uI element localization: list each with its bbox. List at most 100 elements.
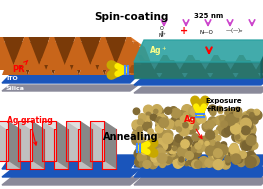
Circle shape (241, 114, 249, 122)
Circle shape (233, 149, 241, 157)
Polygon shape (79, 47, 104, 75)
Circle shape (236, 156, 243, 163)
Circle shape (241, 126, 250, 135)
Circle shape (160, 114, 165, 119)
Polygon shape (39, 37, 65, 65)
Circle shape (148, 138, 153, 143)
Circle shape (201, 142, 210, 150)
Circle shape (174, 139, 184, 149)
Circle shape (219, 128, 227, 136)
Circle shape (240, 141, 249, 149)
Text: Silica: Silica (6, 85, 25, 91)
Circle shape (140, 151, 146, 156)
Polygon shape (66, 121, 92, 129)
Circle shape (133, 108, 140, 115)
Circle shape (184, 125, 190, 131)
Polygon shape (54, 37, 75, 65)
Circle shape (219, 115, 225, 121)
Polygon shape (50, 37, 61, 42)
Circle shape (156, 139, 165, 147)
Circle shape (133, 123, 140, 130)
Circle shape (229, 146, 235, 153)
Circle shape (163, 133, 173, 144)
Circle shape (245, 157, 256, 168)
Circle shape (143, 120, 152, 128)
Circle shape (229, 151, 234, 156)
Polygon shape (87, 42, 108, 70)
Circle shape (242, 133, 249, 140)
Circle shape (194, 149, 201, 157)
Circle shape (225, 114, 236, 125)
Polygon shape (42, 121, 68, 129)
Circle shape (158, 141, 168, 151)
Circle shape (143, 155, 154, 165)
Circle shape (159, 118, 169, 128)
Circle shape (194, 119, 201, 125)
Polygon shape (0, 121, 21, 129)
Circle shape (242, 115, 249, 122)
Circle shape (254, 109, 260, 115)
Polygon shape (18, 121, 44, 129)
Circle shape (187, 158, 195, 166)
Circle shape (237, 127, 244, 134)
Circle shape (165, 144, 171, 151)
Circle shape (180, 116, 187, 123)
Circle shape (173, 146, 177, 151)
Circle shape (139, 114, 146, 121)
Circle shape (231, 154, 241, 163)
Circle shape (208, 140, 216, 148)
Circle shape (162, 143, 170, 151)
Circle shape (143, 160, 151, 168)
Polygon shape (134, 62, 261, 78)
Circle shape (234, 107, 242, 115)
Polygon shape (14, 37, 39, 65)
Circle shape (136, 155, 141, 160)
Circle shape (175, 134, 183, 142)
Circle shape (160, 120, 167, 127)
Circle shape (249, 129, 255, 135)
Circle shape (182, 147, 193, 157)
Circle shape (153, 144, 161, 152)
Circle shape (166, 157, 172, 163)
Circle shape (195, 143, 201, 149)
Polygon shape (83, 42, 94, 47)
Circle shape (170, 155, 178, 163)
Circle shape (237, 159, 245, 167)
Circle shape (132, 120, 141, 129)
Circle shape (239, 117, 249, 126)
Circle shape (144, 105, 153, 115)
Circle shape (204, 123, 209, 129)
Circle shape (213, 160, 223, 170)
Circle shape (193, 140, 204, 151)
Circle shape (149, 161, 157, 169)
Circle shape (144, 116, 150, 122)
Circle shape (250, 116, 258, 124)
Circle shape (132, 130, 143, 140)
Circle shape (186, 122, 194, 129)
Circle shape (189, 106, 198, 115)
Circle shape (155, 125, 163, 133)
Circle shape (253, 111, 262, 120)
Circle shape (162, 155, 172, 165)
Circle shape (239, 121, 247, 129)
Polygon shape (72, 42, 97, 70)
Circle shape (144, 122, 150, 128)
Circle shape (205, 146, 215, 156)
Polygon shape (46, 42, 72, 70)
Circle shape (235, 131, 243, 139)
Circle shape (208, 105, 216, 113)
Circle shape (249, 136, 255, 142)
Polygon shape (90, 121, 117, 129)
Circle shape (173, 159, 183, 168)
Polygon shape (104, 47, 130, 75)
Circle shape (171, 123, 177, 129)
Circle shape (151, 154, 159, 162)
Circle shape (183, 122, 188, 128)
Circle shape (250, 140, 254, 144)
Polygon shape (134, 42, 145, 47)
Circle shape (232, 155, 241, 164)
Circle shape (218, 118, 229, 128)
Polygon shape (0, 121, 8, 161)
Circle shape (176, 111, 185, 119)
Circle shape (143, 123, 151, 131)
